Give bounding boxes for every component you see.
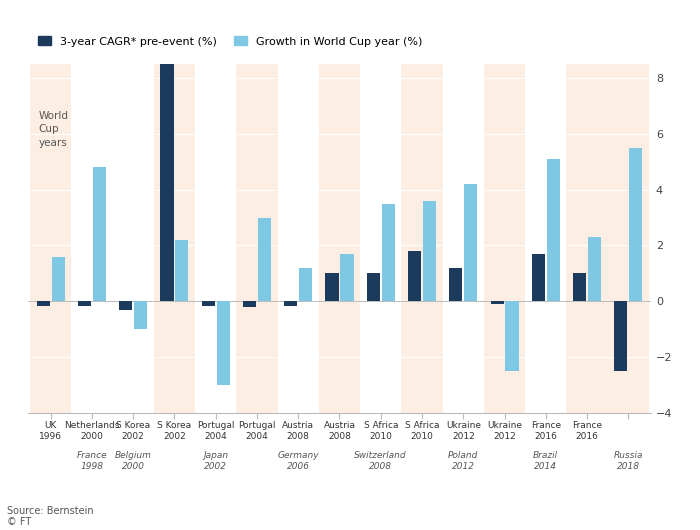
Bar [52, 257, 64, 302]
Text: Netherlands
2000: Netherlands 2000 [64, 421, 120, 441]
Bar [160, 64, 174, 302]
Bar [547, 159, 560, 302]
Bar [566, 64, 649, 413]
Text: UK
1996: UK 1996 [39, 421, 62, 441]
Bar [382, 204, 395, 302]
Bar [464, 184, 477, 302]
Text: Portugal
2004: Portugal 2004 [238, 421, 276, 441]
Text: Poland
2012: Poland 2012 [448, 451, 479, 471]
Text: Ukraine
2012: Ukraine 2012 [487, 421, 522, 441]
Bar [175, 240, 188, 302]
Text: World
Cup
years: World Cup years [38, 111, 69, 147]
Text: S Africa
2010: S Africa 2010 [405, 421, 440, 441]
Bar [423, 201, 436, 302]
Text: Austria
2008: Austria 2008 [282, 421, 314, 441]
Text: S Korea
2002: S Korea 2002 [158, 421, 192, 441]
Bar [340, 254, 354, 302]
Text: Germany
2006: Germany 2006 [277, 451, 319, 471]
Text: Portugal
2004: Portugal 2004 [197, 421, 234, 441]
Bar [154, 64, 195, 413]
Bar [532, 254, 545, 302]
Bar [30, 64, 71, 413]
Text: S Africa
2010: S Africa 2010 [363, 421, 398, 441]
Bar [615, 302, 627, 372]
Text: Belgium
2000: Belgium 2000 [115, 451, 152, 471]
Legend: 3-year CAGR* pre-event (%), Growth in World Cup year (%): 3-year CAGR* pre-event (%), Growth in Wo… [34, 32, 427, 51]
Bar [299, 268, 312, 302]
Bar [36, 302, 50, 306]
Text: France
2016: France 2016 [572, 421, 602, 441]
Bar [588, 237, 601, 302]
Bar [119, 302, 132, 310]
Bar [258, 217, 271, 302]
Bar [326, 273, 339, 302]
Bar [573, 273, 586, 302]
Bar [484, 64, 525, 413]
Bar [78, 302, 91, 306]
Bar [629, 147, 643, 302]
Text: Brazil
2014: Brazil 2014 [533, 451, 559, 471]
Bar [216, 302, 230, 385]
Bar [449, 268, 463, 302]
Text: Source: Bernstein
© FT: Source: Bernstein © FT [7, 506, 94, 527]
Bar [367, 273, 380, 302]
Text: Russia
2018: Russia 2018 [614, 451, 643, 471]
Bar [237, 64, 278, 413]
Bar [93, 167, 106, 302]
Bar [319, 64, 360, 413]
Text: Austria
2008: Austria 2008 [323, 421, 356, 441]
Bar [491, 302, 504, 304]
Bar [202, 302, 215, 306]
Text: Ukraine
2012: Ukraine 2012 [446, 421, 481, 441]
Bar [134, 302, 147, 330]
Bar [284, 302, 298, 306]
Text: Japan
2002: Japan 2002 [203, 451, 228, 471]
Text: France
2016: France 2016 [531, 421, 561, 441]
Bar [243, 302, 256, 307]
Text: S Korea
2002: S Korea 2002 [116, 421, 150, 441]
Bar [401, 64, 442, 413]
Text: Switzerland
2008: Switzerland 2008 [354, 451, 407, 471]
Bar [505, 302, 519, 372]
Bar [408, 251, 421, 302]
Text: France
1998: France 1998 [76, 451, 107, 471]
